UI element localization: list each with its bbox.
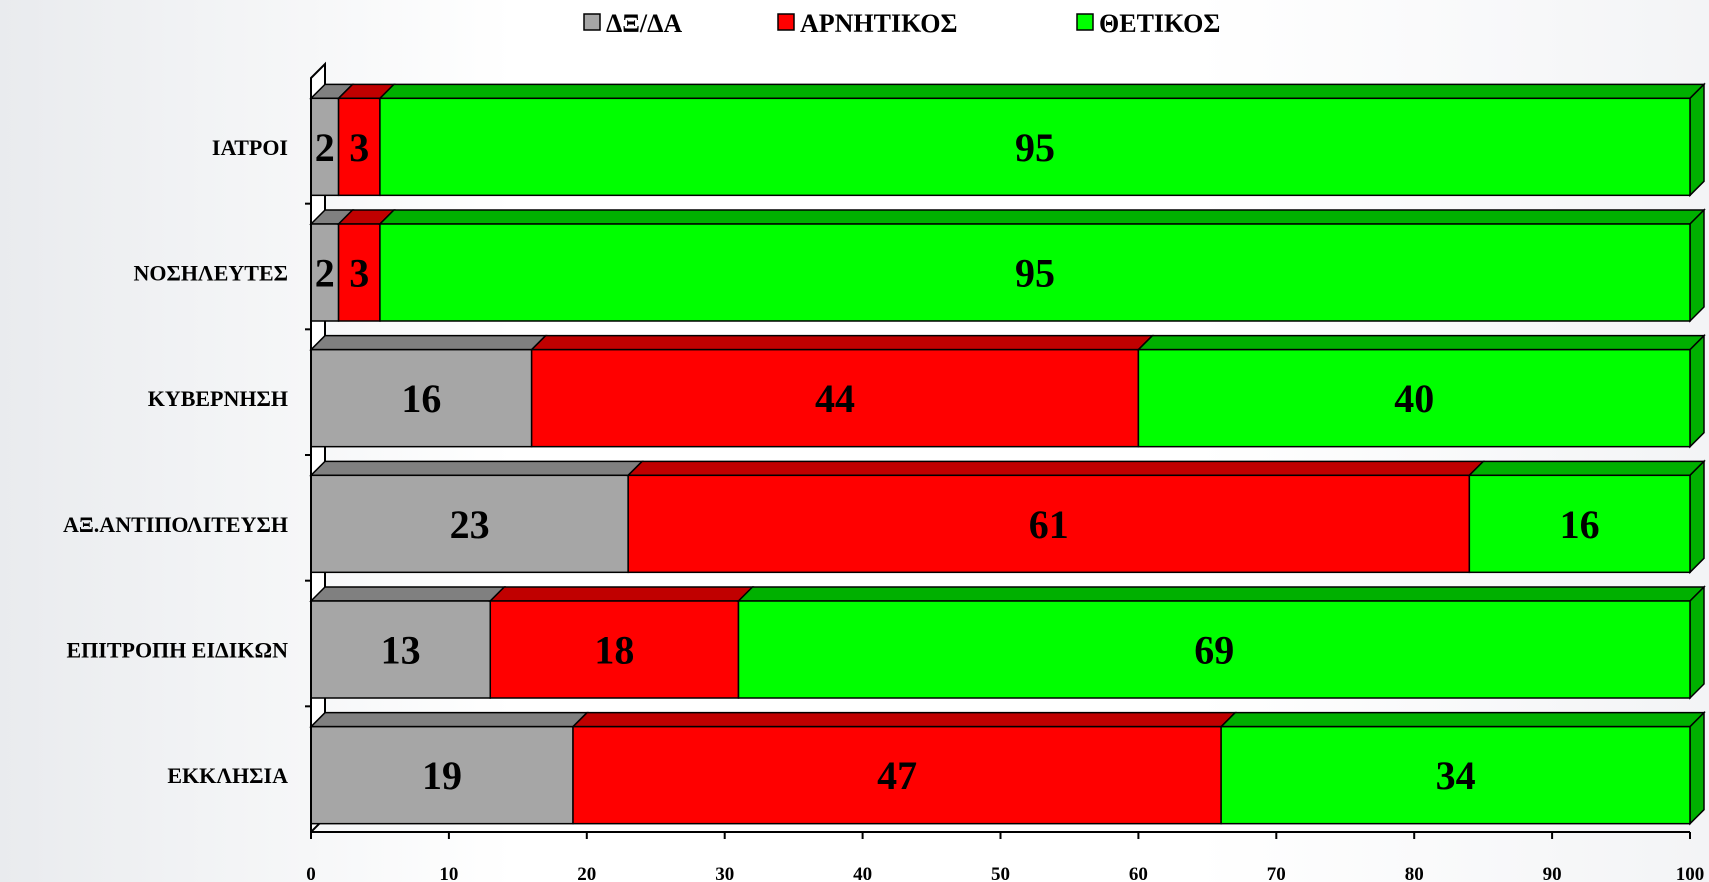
bar-segment-top: [488, 586, 755, 602]
category-label: ΑΞ.ΑΝΤΙΠΟΛΙΤΕΥΣΗ: [63, 512, 288, 537]
data-label: 3: [349, 251, 369, 296]
bar-segment-side: [1689, 585, 1705, 700]
bar-segment-front: [310, 725, 574, 825]
x-tick-label: 70: [1267, 864, 1286, 882]
bar-segment: 61: [626, 460, 1486, 574]
legend-label: ΘΕΤΙΚΟΣ: [1099, 9, 1220, 38]
bar-segment-front: [1137, 348, 1691, 448]
bar-segment-front: [627, 474, 1471, 574]
x-tick-label: 80: [1405, 864, 1424, 882]
category-label: ΚΥΒΕΡΝΗΣΗ: [148, 386, 288, 411]
bar-segment-side: [1689, 82, 1705, 198]
data-label: 2: [315, 125, 335, 170]
bar-segment: 19: [309, 711, 589, 825]
bar-segment-front: [379, 223, 1691, 322]
data-label: 19: [422, 753, 462, 798]
category-label: ΙΑΤΡΟΙ: [212, 135, 288, 160]
bar-segment: 23: [309, 460, 644, 574]
legend-swatch: [583, 13, 601, 31]
bar-segment-top: [1136, 334, 1706, 351]
data-label: 47: [877, 753, 917, 798]
bar-segment-front: [379, 97, 1691, 197]
bar-segment-top: [378, 209, 1706, 225]
data-label: 69: [1194, 628, 1234, 673]
bar-segment: 2: [309, 83, 355, 197]
bar-segment-front: [1468, 474, 1691, 574]
x-tick-label: 100: [1676, 864, 1705, 882]
bar-segment: 34: [1219, 710, 1706, 826]
bar-segment-top: [736, 586, 1706, 602]
bar-segment-top: [1219, 711, 1706, 728]
x-tick-label: 20: [577, 864, 596, 882]
x-tick-label: 40: [853, 864, 872, 882]
bar-segment-side: [1689, 710, 1705, 826]
bar-segment-top: [626, 460, 1486, 477]
data-label: 3: [349, 125, 369, 170]
category-label: ΝΟΣΗΛΕΥΤΕΣ: [133, 261, 288, 286]
data-label: 2: [315, 251, 335, 296]
x-tick-label: 60: [1129, 864, 1148, 882]
bar-segment: 69: [736, 585, 1706, 700]
bar-segment: 13: [309, 586, 507, 699]
data-label: 13: [381, 628, 421, 673]
bar-segment-side: [1689, 208, 1705, 323]
data-label: 44: [815, 376, 855, 421]
data-label: 34: [1436, 753, 1476, 798]
bar-segment-front: [310, 348, 533, 448]
bar-segment-top: [529, 334, 1155, 351]
bar-segment-top: [378, 83, 1706, 100]
data-label: 16: [401, 376, 441, 421]
data-label: 18: [594, 628, 634, 673]
bar-segment-top: [309, 711, 589, 728]
category-label: ΕΚΚΛΗΣΙΑ: [167, 763, 288, 788]
bar-segment: 44: [529, 334, 1155, 448]
x-tick-label: 0: [306, 864, 316, 882]
bar-segment-top: [309, 334, 548, 351]
legend-swatch: [777, 13, 795, 31]
data-label: 16: [1560, 502, 1600, 547]
bar-segment: 16: [309, 334, 548, 448]
bar-segment-top: [309, 460, 644, 477]
x-tick-label: 50: [991, 864, 1010, 882]
category-label: ΕΠΙΤΡΟΠΗ ΕΙΔΙΚΩΝ: [66, 638, 288, 663]
legend-label: ΔΞ/ΔΑ: [606, 9, 682, 38]
bar-segment-front: [489, 600, 740, 699]
bar-segment-front: [530, 348, 1140, 448]
x-tick-label: 30: [715, 864, 734, 882]
data-label: 61: [1029, 502, 1069, 547]
bar-segment-side: [1689, 333, 1705, 449]
bar-segment: 47: [571, 711, 1237, 825]
data-label: 40: [1394, 376, 1434, 421]
bar-segment-front: [310, 474, 629, 574]
bar-segment-side: [1689, 459, 1705, 575]
bar-segment: 16: [1467, 459, 1706, 575]
data-label: 95: [1015, 251, 1055, 296]
bar-segment-front: [1220, 725, 1691, 825]
bar-segment-front: [337, 97, 381, 197]
data-label: 23: [450, 502, 490, 547]
legend-label: ΑΡΝΗΤΙΚΟΣ: [800, 9, 957, 38]
bar-segment: 95: [378, 208, 1706, 323]
bar-segment-front: [572, 725, 1222, 825]
legend-swatch: [1076, 13, 1094, 31]
bar-segment: 18: [488, 586, 755, 699]
bar-segment-front: [737, 600, 1691, 699]
bar-segment-front: [310, 97, 340, 197]
bar-segment-top: [571, 711, 1237, 728]
x-tick-label: 90: [1543, 864, 1562, 882]
bar-segment: 95: [378, 82, 1706, 198]
data-label: 95: [1015, 125, 1055, 170]
bar-segment-top: [309, 586, 507, 602]
bar-segment-top: [1467, 460, 1706, 477]
bar-segment: 3: [336, 83, 396, 197]
x-tick-label: 10: [439, 864, 458, 882]
bar-segment: 40: [1136, 333, 1706, 449]
